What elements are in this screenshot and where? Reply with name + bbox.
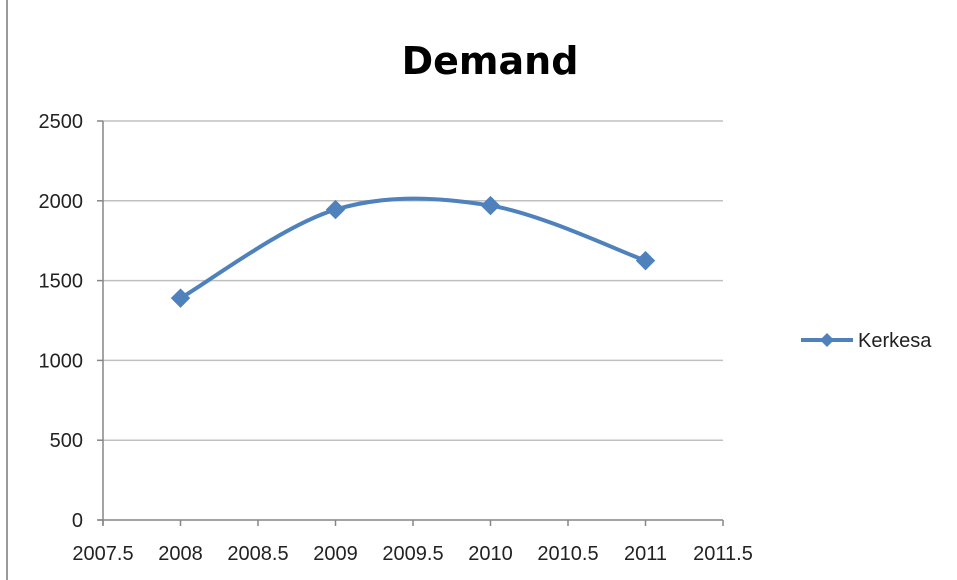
x-tick-label-5: 2010 [468, 543, 513, 565]
y-tick-label-5: 2500 [39, 111, 84, 133]
data-point-0-3 [635, 250, 656, 271]
x-tick-label-2: 2008.5 [227, 543, 288, 565]
legend: Kerkesa [801, 330, 932, 352]
x-tick-label-6: 2010.5 [537, 543, 598, 565]
y-tick-label-2: 1000 [39, 350, 84, 372]
data-point-0-1 [325, 199, 346, 220]
series-layer [170, 195, 656, 308]
data-point-0-0 [170, 288, 191, 308]
x-tick-label-7: 2011 [624, 543, 667, 565]
series-line-0 [178, 196, 648, 301]
axes [97, 120, 724, 526]
x-tick-label-4: 2009.5 [382, 543, 443, 565]
legend-label-0: Kerkesa [858, 330, 932, 352]
x-tick-label-3: 2009 [313, 543, 358, 565]
tick-labels: 0 500 1000 1500 2000 2500 2007.5 2008 2008.5 2009… [39, 111, 753, 565]
x-tick-label-0: 2007.5 [72, 543, 133, 565]
grid-lines [103, 120, 723, 441]
y-tick-label-3: 1500 [39, 271, 84, 293]
y-tick-label-1: 500 [50, 430, 83, 452]
y-tick-label-0: 0 [72, 510, 83, 532]
x-tick-label-1: 2008 [158, 543, 203, 565]
x-tick-label-8: 2011.5 [693, 543, 753, 565]
chart-title: Demand [402, 39, 579, 83]
data-point-0-2 [480, 195, 501, 216]
legend-marker-0 [820, 333, 834, 347]
y-tick-label-4: 2000 [39, 191, 84, 213]
